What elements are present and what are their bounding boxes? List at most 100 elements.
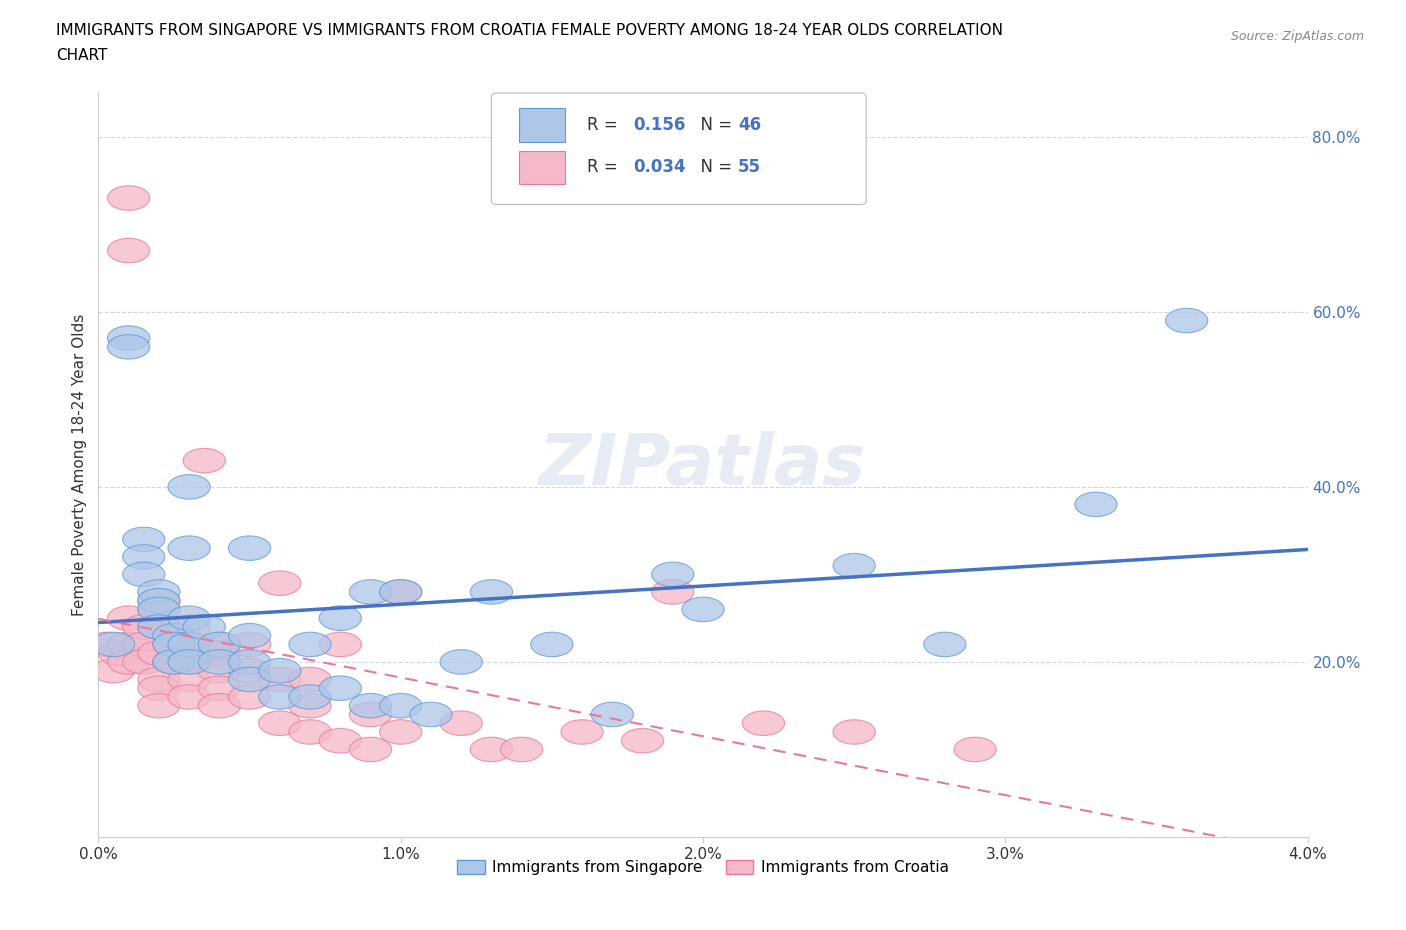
Ellipse shape <box>501 737 543 762</box>
Ellipse shape <box>183 448 225 472</box>
Ellipse shape <box>138 589 180 613</box>
Ellipse shape <box>288 632 332 657</box>
Ellipse shape <box>470 579 513 604</box>
Text: Source: ZipAtlas.com: Source: ZipAtlas.com <box>1230 30 1364 43</box>
Ellipse shape <box>651 579 695 604</box>
Ellipse shape <box>380 720 422 744</box>
Ellipse shape <box>107 650 150 674</box>
Ellipse shape <box>167 615 211 639</box>
Ellipse shape <box>198 694 240 718</box>
Ellipse shape <box>470 737 513 762</box>
Ellipse shape <box>122 650 165 674</box>
Ellipse shape <box>591 702 634 726</box>
Ellipse shape <box>122 527 165 551</box>
Text: 46: 46 <box>738 116 761 134</box>
Ellipse shape <box>198 632 240 657</box>
Y-axis label: Female Poverty Among 18-24 Year Olds: Female Poverty Among 18-24 Year Olds <box>72 314 87 617</box>
Ellipse shape <box>380 579 422 604</box>
Ellipse shape <box>319 728 361 753</box>
Ellipse shape <box>107 606 150 631</box>
Ellipse shape <box>530 632 574 657</box>
Ellipse shape <box>832 720 876 744</box>
Ellipse shape <box>259 684 301 710</box>
Ellipse shape <box>138 597 180 621</box>
Ellipse shape <box>228 684 271 710</box>
Ellipse shape <box>86 632 129 657</box>
Text: CHART: CHART <box>56 48 108 63</box>
Ellipse shape <box>198 650 240 674</box>
Ellipse shape <box>107 326 150 351</box>
Ellipse shape <box>167 632 211 657</box>
Ellipse shape <box>380 579 422 604</box>
Ellipse shape <box>167 474 211 499</box>
Ellipse shape <box>1166 309 1208 333</box>
Ellipse shape <box>138 641 180 666</box>
Ellipse shape <box>107 632 150 657</box>
Ellipse shape <box>138 667 180 692</box>
Ellipse shape <box>122 632 165 657</box>
Ellipse shape <box>198 641 240 666</box>
Ellipse shape <box>440 711 482 736</box>
Ellipse shape <box>107 238 150 263</box>
Ellipse shape <box>138 615 180 639</box>
Ellipse shape <box>288 720 332 744</box>
Ellipse shape <box>288 667 332 692</box>
Ellipse shape <box>93 632 135 657</box>
Ellipse shape <box>138 676 180 700</box>
Ellipse shape <box>228 536 271 561</box>
Ellipse shape <box>924 632 966 657</box>
Ellipse shape <box>122 545 165 569</box>
Ellipse shape <box>651 562 695 587</box>
Ellipse shape <box>409 702 453 726</box>
Ellipse shape <box>349 694 392 718</box>
Ellipse shape <box>167 650 211 674</box>
Ellipse shape <box>380 694 422 718</box>
Ellipse shape <box>98 641 141 666</box>
Text: 0.034: 0.034 <box>633 158 686 177</box>
Ellipse shape <box>288 684 332 710</box>
Ellipse shape <box>319 632 361 657</box>
Ellipse shape <box>198 658 240 683</box>
Text: N =: N = <box>690 158 737 177</box>
Ellipse shape <box>259 711 301 736</box>
Ellipse shape <box>288 694 332 718</box>
Ellipse shape <box>138 615 180 639</box>
Ellipse shape <box>107 335 150 359</box>
Ellipse shape <box>183 615 225 639</box>
Legend: Immigrants from Singapore, Immigrants from Croatia: Immigrants from Singapore, Immigrants fr… <box>451 854 955 882</box>
Text: R =: R = <box>586 116 623 134</box>
Ellipse shape <box>349 737 392 762</box>
Ellipse shape <box>440 650 482 674</box>
Ellipse shape <box>228 623 271 648</box>
Ellipse shape <box>167 684 211 710</box>
Ellipse shape <box>259 658 301 683</box>
Ellipse shape <box>138 589 180 613</box>
Ellipse shape <box>259 571 301 595</box>
Text: N =: N = <box>690 116 737 134</box>
Ellipse shape <box>153 632 195 657</box>
Text: ZIPatlas: ZIPatlas <box>540 431 866 499</box>
Ellipse shape <box>138 597 180 621</box>
Ellipse shape <box>682 597 724 621</box>
Ellipse shape <box>153 650 195 674</box>
Ellipse shape <box>153 632 195 657</box>
Ellipse shape <box>319 676 361 700</box>
Ellipse shape <box>349 702 392 726</box>
Ellipse shape <box>228 667 271 692</box>
Ellipse shape <box>259 667 301 692</box>
Ellipse shape <box>122 562 165 587</box>
FancyBboxPatch shape <box>492 93 866 205</box>
Text: 55: 55 <box>738 158 761 177</box>
Text: R =: R = <box>586 158 623 177</box>
Ellipse shape <box>198 676 240 700</box>
Ellipse shape <box>228 650 271 674</box>
Ellipse shape <box>153 623 195 648</box>
Ellipse shape <box>107 186 150 210</box>
Ellipse shape <box>228 632 271 657</box>
Ellipse shape <box>832 553 876 578</box>
Ellipse shape <box>93 658 135 683</box>
Ellipse shape <box>228 658 271 683</box>
Ellipse shape <box>349 579 392 604</box>
Ellipse shape <box>1074 492 1118 517</box>
Ellipse shape <box>167 606 211 631</box>
